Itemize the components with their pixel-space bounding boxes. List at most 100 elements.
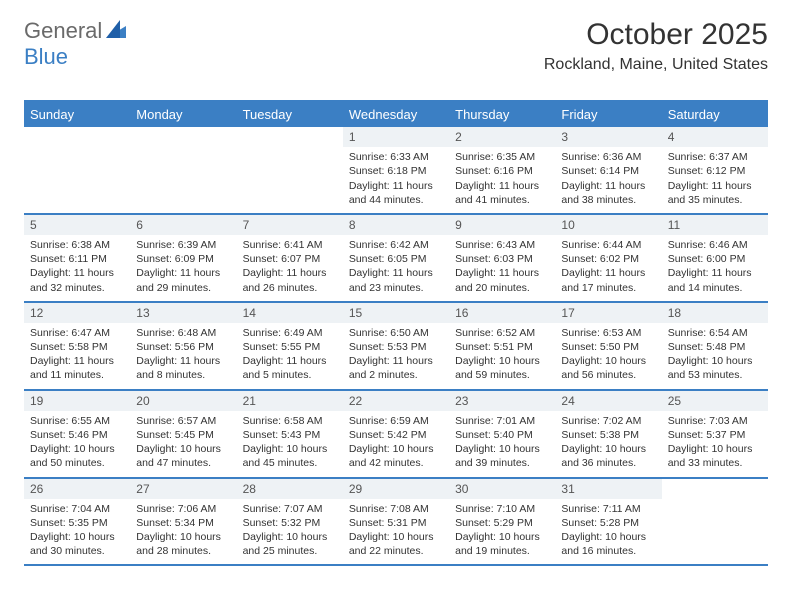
sunrise-text: Sunrise: 7:11 AM xyxy=(561,502,655,516)
day-cell: 12Sunrise: 6:47 AMSunset: 5:58 PMDayligh… xyxy=(24,303,130,389)
sunset-text: Sunset: 5:40 PM xyxy=(455,428,549,442)
sunset-text: Sunset: 5:29 PM xyxy=(455,516,549,530)
dow-sunday: Sunday xyxy=(24,102,130,127)
dow-monday: Monday xyxy=(130,102,236,127)
sunrise-text: Sunrise: 7:03 AM xyxy=(668,414,762,428)
logo-text-general: General xyxy=(24,18,102,44)
sunrise-text: Sunrise: 7:02 AM xyxy=(561,414,655,428)
daylight-text: Daylight: 10 hours and 53 minutes. xyxy=(668,354,762,382)
day-number: 30 xyxy=(449,479,555,499)
daylight-text: Daylight: 11 hours and 2 minutes. xyxy=(349,354,443,382)
day-cell: 30Sunrise: 7:10 AMSunset: 5:29 PMDayligh… xyxy=(449,479,555,565)
sunset-text: Sunset: 5:31 PM xyxy=(349,516,443,530)
sunset-text: Sunset: 5:51 PM xyxy=(455,340,549,354)
daylight-text: Daylight: 11 hours and 14 minutes. xyxy=(668,266,762,294)
day-cell: 11 Sunrise: 6:46 AMSunset: 6:00 PMDayligh… xyxy=(662,215,768,301)
daylight-text: Daylight: 10 hours and 33 minutes. xyxy=(668,442,762,470)
sunrise-text: Sunrise: 6:59 AM xyxy=(349,414,443,428)
day-number: 12 xyxy=(24,303,130,323)
day-number: 31 xyxy=(555,479,661,499)
sunset-text: Sunset: 5:43 PM xyxy=(243,428,337,442)
day-number: 11 xyxy=(662,215,768,235)
daylight-text: Daylight: 10 hours and 56 minutes. xyxy=(561,354,655,382)
daylight-text: Daylight: 10 hours and 50 minutes. xyxy=(30,442,124,470)
day-number: 20 xyxy=(130,391,236,411)
day-number: 4 xyxy=(662,127,768,147)
daylight-text: Daylight: 11 hours and 35 minutes. xyxy=(668,179,762,207)
day-number xyxy=(662,479,768,499)
week-row: 5Sunrise: 6:38 AMSunset: 6:11 PMDaylight… xyxy=(24,215,768,303)
day-cell xyxy=(24,127,130,213)
week-row: 19Sunrise: 6:55 AMSunset: 5:46 PMDayligh… xyxy=(24,391,768,479)
day-number: 7 xyxy=(237,215,343,235)
sunrise-text: Sunrise: 7:08 AM xyxy=(349,502,443,516)
day-cell: 31Sunrise: 7:11 AMSunset: 5:28 PMDayligh… xyxy=(555,479,661,565)
day-cell: 10Sunrise: 6:44 AMSunset: 6:02 PMDayligh… xyxy=(555,215,661,301)
sunrise-text: Sunrise: 6:35 AM xyxy=(455,150,549,164)
day-cell: 7Sunrise: 6:41 AMSunset: 6:07 PMDaylight… xyxy=(237,215,343,301)
sunset-text: Sunset: 5:32 PM xyxy=(243,516,337,530)
sunset-text: Sunset: 5:50 PM xyxy=(561,340,655,354)
sunrise-text: Sunrise: 7:01 AM xyxy=(455,414,549,428)
sunset-text: Sunset: 6:00 PM xyxy=(668,252,762,266)
sunrise-text: Sunrise: 6:41 AM xyxy=(243,238,337,252)
logo-mark-icon xyxy=(106,18,126,44)
daylight-text: Daylight: 10 hours and 42 minutes. xyxy=(349,442,443,470)
day-cell: 3Sunrise: 6:36 AMSunset: 6:14 PMDaylight… xyxy=(555,127,661,213)
day-cell: 14Sunrise: 6:49 AMSunset: 5:55 PMDayligh… xyxy=(237,303,343,389)
sunrise-text: Sunrise: 6:42 AM xyxy=(349,238,443,252)
sunrise-text: Sunrise: 6:49 AM xyxy=(243,326,337,340)
daylight-text: Daylight: 10 hours and 47 minutes. xyxy=(136,442,230,470)
daylight-text: Daylight: 10 hours and 45 minutes. xyxy=(243,442,337,470)
daylight-text: Daylight: 10 hours and 30 minutes. xyxy=(30,530,124,558)
day-cell: 4Sunrise: 6:37 AMSunset: 6:12 PMDaylight… xyxy=(662,127,768,213)
day-number: 27 xyxy=(130,479,236,499)
day-number: 8 xyxy=(343,215,449,235)
day-cell: 26Sunrise: 7:04 AMSunset: 5:35 PMDayligh… xyxy=(24,479,130,565)
day-cell: 15Sunrise: 6:50 AMSunset: 5:53 PMDayligh… xyxy=(343,303,449,389)
day-number: 1 xyxy=(343,127,449,147)
day-number: 9 xyxy=(449,215,555,235)
sunrise-text: Sunrise: 6:58 AM xyxy=(243,414,337,428)
sunset-text: Sunset: 5:35 PM xyxy=(30,516,124,530)
sunrise-text: Sunrise: 6:36 AM xyxy=(561,150,655,164)
day-cell xyxy=(130,127,236,213)
day-of-week-row: Sunday Monday Tuesday Wednesday Thursday… xyxy=(24,102,768,127)
day-cell: 28Sunrise: 7:07 AMSunset: 5:32 PMDayligh… xyxy=(237,479,343,565)
sunrise-text: Sunrise: 6:54 AM xyxy=(668,326,762,340)
day-cell: 9Sunrise: 6:43 AMSunset: 6:03 PMDaylight… xyxy=(449,215,555,301)
calendar: Sunday Monday Tuesday Wednesday Thursday… xyxy=(24,100,768,566)
sunrise-text: Sunrise: 6:46 AM xyxy=(668,238,762,252)
day-cell: 27Sunrise: 7:06 AMSunset: 5:34 PMDayligh… xyxy=(130,479,236,565)
sunset-text: Sunset: 5:28 PM xyxy=(561,516,655,530)
daylight-text: Daylight: 10 hours and 25 minutes. xyxy=(243,530,337,558)
day-cell: 17Sunrise: 6:53 AMSunset: 5:50 PMDayligh… xyxy=(555,303,661,389)
sunset-text: Sunset: 6:03 PM xyxy=(455,252,549,266)
day-number: 29 xyxy=(343,479,449,499)
sunset-text: Sunset: 5:38 PM xyxy=(561,428,655,442)
daylight-text: Daylight: 11 hours and 20 minutes. xyxy=(455,266,549,294)
sunset-text: Sunset: 6:11 PM xyxy=(30,252,124,266)
daylight-text: Daylight: 10 hours and 22 minutes. xyxy=(349,530,443,558)
daylight-text: Daylight: 11 hours and 38 minutes. xyxy=(561,179,655,207)
sunrise-text: Sunrise: 6:57 AM xyxy=(136,414,230,428)
day-cell: 6Sunrise: 6:39 AMSunset: 6:09 PMDaylight… xyxy=(130,215,236,301)
sunrise-text: Sunrise: 6:47 AM xyxy=(30,326,124,340)
day-cell: 13Sunrise: 6:48 AMSunset: 5:56 PMDayligh… xyxy=(130,303,236,389)
sunset-text: Sunset: 6:05 PM xyxy=(349,252,443,266)
day-number: 21 xyxy=(237,391,343,411)
day-number: 22 xyxy=(343,391,449,411)
day-cell: 23Sunrise: 7:01 AMSunset: 5:40 PMDayligh… xyxy=(449,391,555,477)
sunrise-text: Sunrise: 6:37 AM xyxy=(668,150,762,164)
sunset-text: Sunset: 6:14 PM xyxy=(561,164,655,178)
sunset-text: Sunset: 5:55 PM xyxy=(243,340,337,354)
sunset-text: Sunset: 5:42 PM xyxy=(349,428,443,442)
sunset-text: Sunset: 5:46 PM xyxy=(30,428,124,442)
day-number xyxy=(130,127,236,147)
day-number: 6 xyxy=(130,215,236,235)
daylight-text: Daylight: 11 hours and 32 minutes. xyxy=(30,266,124,294)
day-number: 23 xyxy=(449,391,555,411)
day-cell xyxy=(237,127,343,213)
day-cell: 29 Sunrise: 7:08 AMSunset: 5:31 PMDayligh… xyxy=(343,479,449,565)
daylight-text: Daylight: 11 hours and 23 minutes. xyxy=(349,266,443,294)
